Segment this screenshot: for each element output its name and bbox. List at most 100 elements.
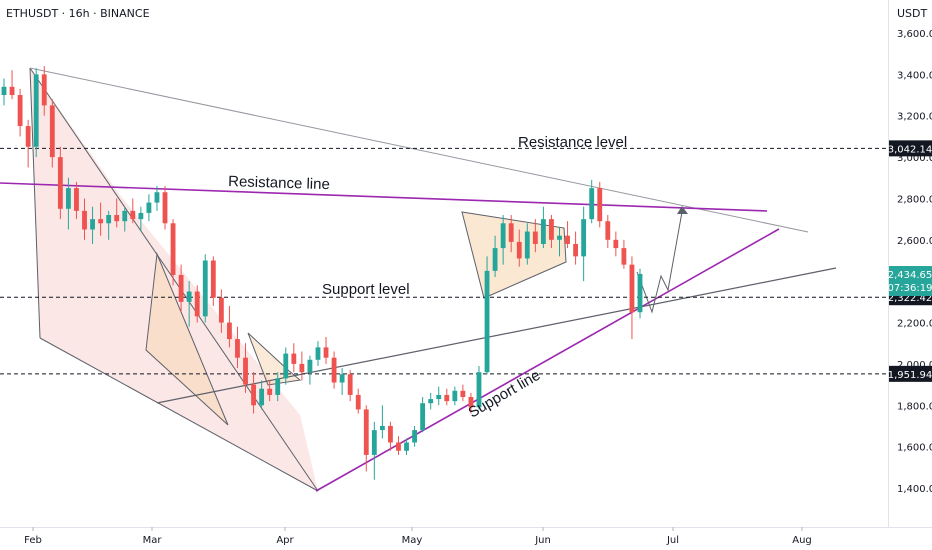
- candle-body[interactable]: [524, 231, 530, 259]
- wedge-lower-trendline[interactable]: [39, 337, 319, 492]
- candle-body[interactable]: [283, 353, 289, 379]
- candle-body[interactable]: [1, 86, 7, 96]
- candle-body[interactable]: [9, 86, 15, 96]
- candle-body[interactable]: [339, 374, 345, 383]
- candle-body[interactable]: [532, 231, 538, 244]
- candle-body[interactable]: [484, 270, 490, 373]
- candle-body[interactable]: [412, 430, 417, 443]
- small-wedge-1: [145, 252, 229, 426]
- y-tick-label: 1,400.00: [897, 484, 932, 495]
- candle-body[interactable]: [49, 105, 55, 158]
- support-line[interactable]: [315, 228, 780, 492]
- candle-body[interactable]: [106, 215, 112, 224]
- candle-body[interactable]: [114, 215, 120, 222]
- candle-body[interactable]: [138, 212, 144, 220]
- candle-body[interactable]: [235, 339, 240, 358]
- candle-body[interactable]: [500, 223, 506, 249]
- candle-body[interactable]: [404, 442, 409, 451]
- candle-body[interactable]: [460, 390, 466, 397]
- wedge-upper-trendline[interactable]: [29, 67, 319, 492]
- candle-body[interactable]: [186, 291, 192, 302]
- candle-body[interactable]: [508, 223, 514, 242]
- candle-body[interactable]: [396, 442, 401, 451]
- candle-body[interactable]: [17, 95, 23, 127]
- candle-body[interactable]: [122, 210, 128, 222]
- candle-body[interactable]: [146, 202, 152, 213]
- candle-body[interactable]: [549, 219, 554, 240]
- candle-body[interactable]: [363, 409, 369, 455]
- candle-body[interactable]: [210, 260, 216, 298]
- candle-body[interactable]: [589, 188, 595, 220]
- candle-body[interactable]: [557, 235, 562, 240]
- candle-body[interactable]: [323, 347, 329, 358]
- candle-body[interactable]: [428, 399, 434, 404]
- candle-body[interactable]: [516, 241, 522, 259]
- candle-body[interactable]: [267, 388, 273, 395]
- candle-body[interactable]: [371, 430, 377, 455]
- candle-body[interactable]: [436, 394, 442, 400]
- candle-body[interactable]: [162, 192, 168, 224]
- candle-body[interactable]: [243, 357, 248, 385]
- currency-label: USDT: [897, 7, 928, 20]
- candle-body[interactable]: [573, 243, 579, 257]
- candle-body[interactable]: [452, 390, 458, 402]
- candle-body[interactable]: [420, 403, 426, 431]
- candle-body[interactable]: [629, 264, 635, 313]
- candle-body[interactable]: [613, 239, 619, 249]
- y-tick-label: 3,400.00: [897, 70, 932, 81]
- candle-body[interactable]: [82, 210, 87, 230]
- candle-body[interactable]: [307, 359, 313, 373]
- candle-body[interactable]: [540, 219, 546, 244]
- candle-body[interactable]: [25, 126, 31, 147]
- candle-body[interactable]: [299, 363, 305, 373]
- candle-body[interactable]: [194, 291, 200, 317]
- candle-body[interactable]: [637, 273, 643, 313]
- x-tick-label: Jun: [534, 535, 551, 546]
- resistance-line[interactable]: [0, 182, 768, 212]
- candle-body[interactable]: [291, 353, 297, 364]
- candle-body[interactable]: [476, 372, 482, 408]
- candle-body[interactable]: [170, 223, 176, 275]
- candle-body[interactable]: [218, 297, 224, 323]
- wedge-left-edge[interactable]: [29, 67, 41, 339]
- candle-body[interactable]: [74, 188, 79, 211]
- candle-body[interactable]: [98, 219, 104, 224]
- candle-body[interactable]: [130, 210, 136, 220]
- candle-body[interactable]: [347, 374, 353, 395]
- candle-body[interactable]: [444, 394, 450, 402]
- y-tick-label: 3,600.00: [897, 29, 932, 40]
- candle-body[interactable]: [154, 192, 160, 203]
- candle-body[interactable]: [581, 219, 587, 257]
- candle-body[interactable]: [57, 157, 63, 209]
- candle-body[interactable]: [259, 388, 265, 406]
- candle-body[interactable]: [331, 357, 337, 383]
- candle-body[interactable]: [605, 221, 611, 240]
- candles-layer[interactable]: [1, 66, 643, 480]
- candle-body[interactable]: [565, 235, 570, 244]
- candle-body[interactable]: [492, 248, 498, 271]
- candle-body[interactable]: [41, 74, 47, 106]
- candle-body[interactable]: [315, 347, 321, 360]
- candle-body[interactable]: [33, 74, 39, 147]
- candle-body[interactable]: [251, 384, 256, 406]
- candle-body[interactable]: [621, 248, 627, 265]
- price-level-badge: [889, 365, 932, 382]
- candle-body[interactable]: [227, 322, 232, 340]
- candle-body[interactable]: [65, 188, 71, 209]
- candle-body[interactable]: [468, 397, 474, 408]
- support-level-label: Support level: [322, 281, 410, 298]
- candle-body[interactable]: [597, 188, 603, 222]
- time-axis[interactable]: Feb Mar Apr May Jun Jul Aug: [24, 527, 812, 546]
- candle-body[interactable]: [388, 425, 393, 443]
- candle-body[interactable]: [379, 425, 385, 431]
- projection-path[interactable]: [636, 211, 683, 314]
- current-price-text: 2,434.65: [888, 270, 932, 281]
- candle-body[interactable]: [355, 394, 361, 410]
- candle-body[interactable]: [202, 260, 208, 317]
- candle-body[interactable]: [178, 274, 184, 302]
- candle-body[interactable]: [90, 219, 95, 230]
- price-badges: 3,042.14 2,322.42 1,951.94 2,434.65 07:36:19: [888, 140, 932, 382]
- candle-body[interactable]: [275, 378, 281, 395]
- long-falling-trendline[interactable]: [29, 67, 809, 233]
